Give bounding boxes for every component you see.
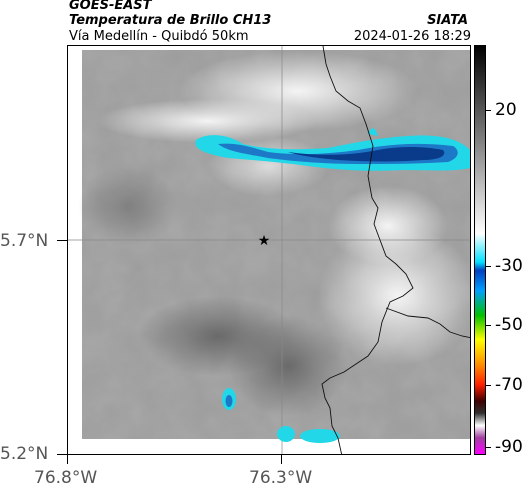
cbar-tick [486, 110, 491, 111]
map-panel[interactable]: ★ [67, 45, 471, 455]
cold-cloud-band [195, 128, 470, 171]
lon-tick [281, 455, 282, 464]
lon-tick [67, 455, 68, 464]
cbar-tick [486, 385, 491, 386]
brightness-temperature-map: ★ [68, 46, 470, 454]
satellite-title: GOES-EAST [69, 0, 152, 13]
cbar-tick [486, 266, 491, 267]
cbar-label-minus90: -90 [495, 437, 523, 457]
org-label: SIATA [427, 13, 468, 28]
location-star-icon: ★ [258, 233, 271, 249]
lat-label-5-2: 5.2°N [0, 444, 49, 464]
colorbar [474, 45, 486, 455]
cloud-field [78, 50, 470, 439]
lon-label-76-3: 76.3°W [249, 468, 313, 488]
cold-cloud-spot [222, 388, 340, 443]
cbar-tick [486, 325, 491, 326]
lat-tick [57, 454, 67, 455]
cbar-label-minus50: -50 [495, 315, 523, 335]
cbar-label-minus70: -70 [495, 375, 523, 395]
cbar-label-20: 20 [495, 100, 517, 120]
cbar-label-minus30: -30 [495, 256, 523, 276]
lat-label-5-7: 5.7°N [0, 231, 49, 251]
datetime-label: 2024-01-26 18:29 [353, 29, 471, 44]
cbar-tick [486, 447, 491, 448]
region-subtitle: Vía Medellín - Quibdó 50km [69, 29, 249, 44]
product-title: Temperatura de Brillo CH13 [69, 13, 272, 28]
admin-borders [321, 46, 470, 454]
lon-label-76-8: 76.8°W [34, 468, 98, 488]
lat-tick [57, 240, 67, 241]
